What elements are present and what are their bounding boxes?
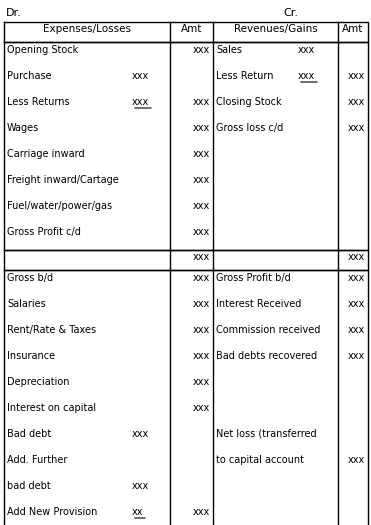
Text: Expenses/Losses: Expenses/Losses [43, 24, 131, 34]
Text: xxx: xxx [193, 149, 210, 159]
Text: Purchase: Purchase [7, 71, 52, 81]
Text: Amt: Amt [342, 24, 364, 34]
Text: Wages: Wages [7, 123, 39, 133]
Text: xxx: xxx [193, 97, 210, 107]
Text: Interest Received: Interest Received [216, 299, 301, 309]
Text: Dr.: Dr. [6, 8, 22, 18]
Text: Gross Profit b/d: Gross Profit b/d [216, 273, 291, 283]
Text: xxx: xxx [348, 351, 365, 361]
Text: Gross Profit c/d: Gross Profit c/d [7, 227, 81, 237]
Text: Amt: Amt [181, 24, 202, 34]
Text: xxx: xxx [193, 201, 210, 211]
Text: xxx: xxx [348, 273, 365, 283]
Text: xxx: xxx [193, 325, 210, 335]
Text: Less Return: Less Return [216, 71, 273, 81]
Text: xxx: xxx [348, 325, 365, 335]
Text: Add. Further: Add. Further [7, 455, 68, 465]
Text: xx: xx [132, 507, 144, 517]
Text: Bad debt: Bad debt [7, 429, 51, 439]
Text: xxx: xxx [348, 97, 365, 107]
Text: xxx: xxx [193, 507, 210, 517]
Text: Depreciation: Depreciation [7, 377, 69, 387]
Text: xxx: xxx [193, 403, 210, 413]
Text: xxx: xxx [193, 45, 210, 55]
Text: xxx: xxx [193, 299, 210, 309]
Text: xxx: xxx [298, 45, 315, 55]
Text: xxx: xxx [193, 175, 210, 185]
Text: Sales: Sales [216, 45, 242, 55]
Text: Gross b/d: Gross b/d [7, 273, 53, 283]
Text: Revenues/Gains: Revenues/Gains [234, 24, 317, 34]
Text: xxx: xxx [193, 123, 210, 133]
Text: Salaries: Salaries [7, 299, 46, 309]
Text: xxx: xxx [193, 273, 210, 283]
Text: xxx: xxx [348, 299, 365, 309]
Text: xxx: xxx [132, 71, 149, 81]
Text: xxx: xxx [348, 123, 365, 133]
Text: Add New Provision: Add New Provision [7, 507, 97, 517]
Text: xxx: xxx [132, 429, 149, 439]
Text: xxx: xxx [193, 351, 210, 361]
Text: Bad debts recovered: Bad debts recovered [216, 351, 317, 361]
Text: Rent/Rate & Taxes: Rent/Rate & Taxes [7, 325, 96, 335]
Text: xxx: xxx [193, 377, 210, 387]
Text: xxx: xxx [132, 481, 149, 491]
Text: Less Returns: Less Returns [7, 97, 70, 107]
Text: Gross loss c/d: Gross loss c/d [216, 123, 283, 133]
Text: xxx: xxx [132, 97, 149, 107]
Text: xxx: xxx [298, 71, 315, 81]
Text: to capital account: to capital account [216, 455, 304, 465]
Text: Net loss (transferred: Net loss (transferred [216, 429, 316, 439]
Text: Closing Stock: Closing Stock [216, 97, 282, 107]
Text: Insurance: Insurance [7, 351, 55, 361]
Text: xxx: xxx [348, 71, 365, 81]
Text: bad debt: bad debt [7, 481, 51, 491]
Text: xxx: xxx [193, 252, 210, 262]
Text: xxx: xxx [348, 455, 365, 465]
Text: Freight inward/Cartage: Freight inward/Cartage [7, 175, 119, 185]
Text: xxx: xxx [193, 227, 210, 237]
Text: Carriage inward: Carriage inward [7, 149, 85, 159]
Text: Fuel/water/power/gas: Fuel/water/power/gas [7, 201, 112, 211]
Text: Commission received: Commission received [216, 325, 321, 335]
Text: Interest on capital: Interest on capital [7, 403, 96, 413]
Text: Opening Stock: Opening Stock [7, 45, 78, 55]
Text: Cr.: Cr. [283, 8, 298, 18]
Text: xxx: xxx [348, 252, 365, 262]
